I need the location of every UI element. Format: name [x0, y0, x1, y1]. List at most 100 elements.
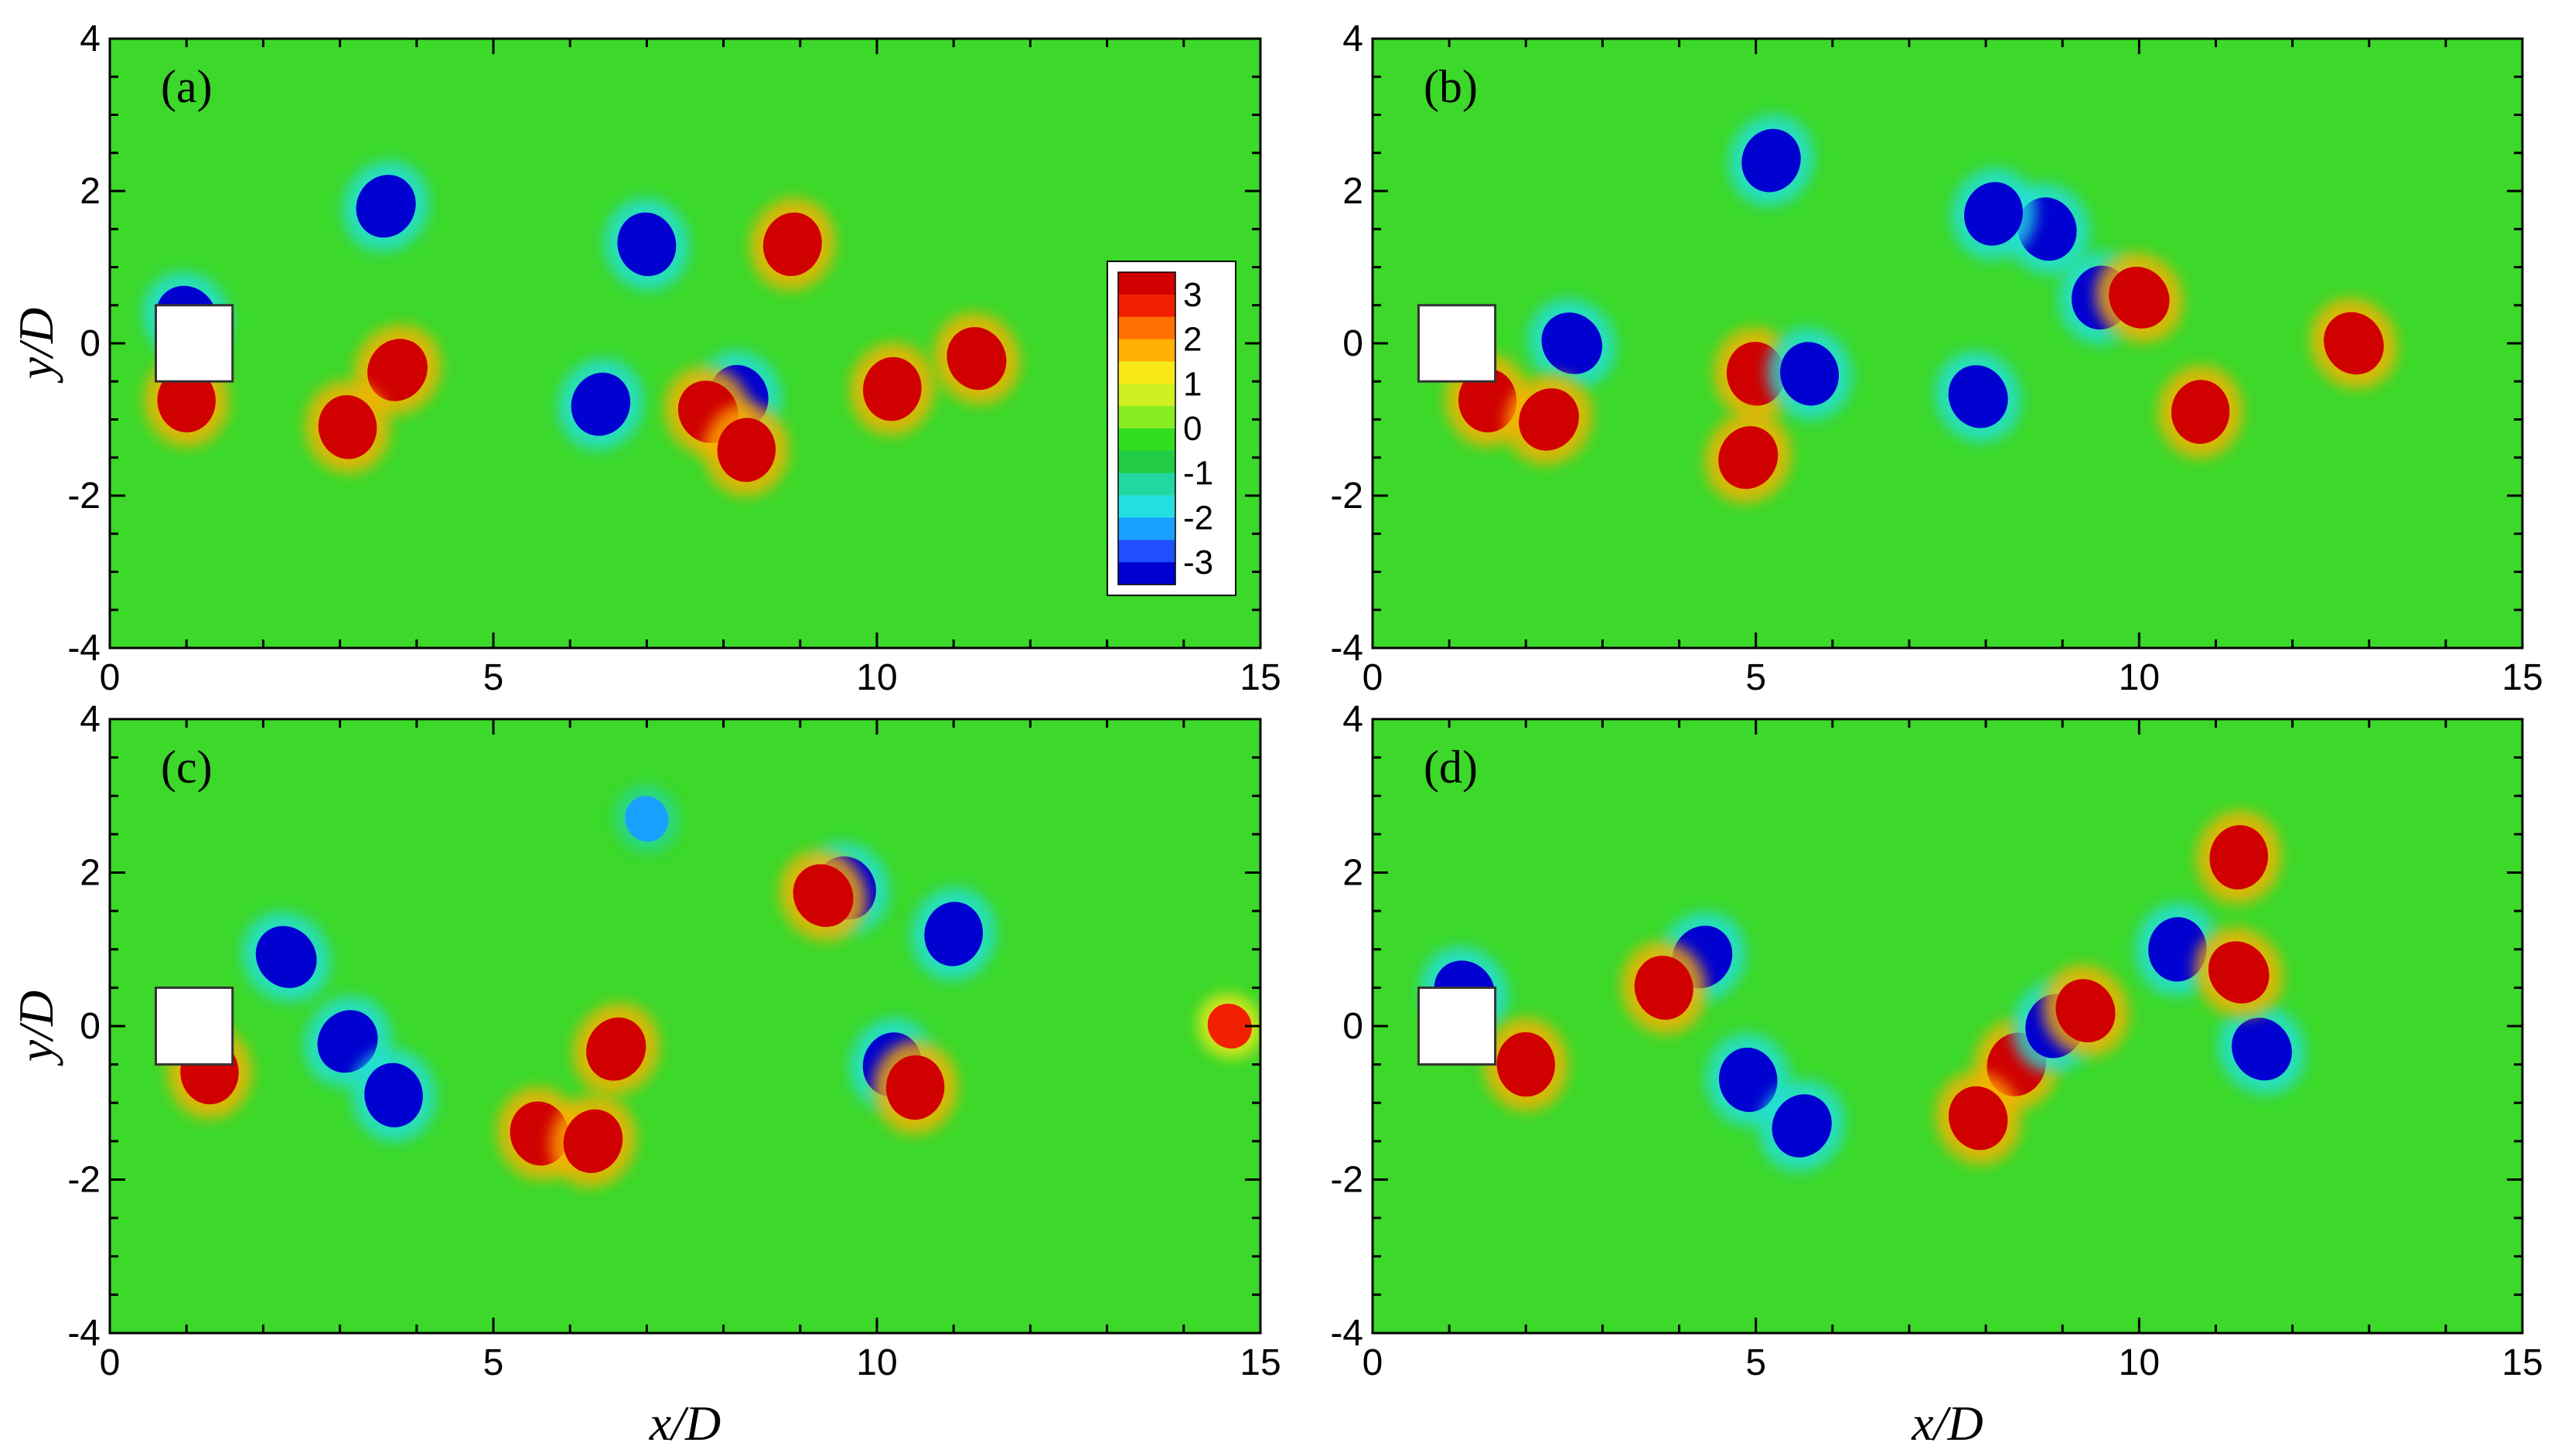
- x-tick-label: 10: [856, 1342, 897, 1383]
- positive-vortex: [367, 339, 428, 401]
- x-axis-label: x/D: [1911, 1396, 1983, 1451]
- positive-vortex: [2208, 941, 2270, 1004]
- positive-vortex: [2055, 979, 2116, 1043]
- x-tick-label: 10: [2119, 657, 2160, 698]
- plot-area: [1373, 719, 2522, 1333]
- positive-vortex: [2171, 380, 2230, 445]
- positive-vortex: [885, 1055, 945, 1120]
- negative-vortex: [1741, 128, 1801, 193]
- y-tick-label: -4: [67, 628, 101, 669]
- positive-vortex: [2324, 312, 2384, 375]
- y-tick-label: 0: [1342, 1006, 1363, 1047]
- panel-3: 0 5 10 15 4 2 0 -2 -4 (c): [67, 699, 1281, 1383]
- y-tick-label: 0: [80, 1006, 101, 1047]
- positive-vortex: [762, 212, 822, 277]
- colorbar-swatch: [1118, 517, 1175, 540]
- positive-vortex: [1519, 388, 1579, 451]
- square-cylinder: [1417, 986, 1497, 1066]
- positive-vortex: [793, 864, 854, 927]
- y-tick-label: 4: [1342, 699, 1363, 740]
- colorbar-swatch: [1118, 406, 1175, 429]
- negative-vortex: [1964, 182, 2023, 246]
- y-tick-label: 2: [1342, 853, 1363, 894]
- y-tick-label: 4: [80, 19, 101, 60]
- panel-label: (b): [1424, 61, 1478, 112]
- colorbar-swatch: [1118, 540, 1175, 563]
- x-tick-label: 10: [2119, 1342, 2160, 1383]
- x-tick-label: 0: [1363, 1342, 1383, 1383]
- y-tick-label: -2: [67, 476, 101, 517]
- y-tick-label: 0: [80, 323, 101, 364]
- positive-vortex: [1634, 955, 1693, 1020]
- y-tick-label: 4: [80, 699, 101, 740]
- colorbar-swatch: [1118, 495, 1175, 518]
- panel-label: (d): [1424, 742, 1478, 793]
- positive-vortex: [1718, 426, 1779, 489]
- y-tick-label: -4: [1330, 1313, 1363, 1354]
- colorbar-outline: [1117, 271, 1176, 585]
- colorbar-label: 3: [1183, 276, 1202, 314]
- vortex-features: [167, 786, 1260, 1188]
- panel-4: 0 5 10 15 4 2 0 -2 -4 (d): [1330, 699, 2543, 1383]
- positive-vortex: [318, 395, 377, 459]
- negative-vortex: [625, 796, 669, 842]
- positive-vortex: [1458, 368, 1517, 433]
- panel-label: (a): [161, 61, 213, 112]
- y-tick-label: -2: [1330, 1160, 1363, 1201]
- colorbar-label: -2: [1183, 499, 1213, 537]
- colorbar-swatch: [1118, 472, 1175, 496]
- negative-vortex: [1948, 365, 2008, 428]
- vortex-features: [1445, 114, 2398, 503]
- x-tick-label: 15: [1240, 1342, 1281, 1383]
- positive-vortex: [586, 1017, 646, 1081]
- positive-vortex: [863, 356, 922, 421]
- x-tick-label: 15: [2502, 657, 2543, 698]
- square-cylinder: [155, 304, 234, 383]
- x-tick-label: 0: [100, 1342, 121, 1383]
- negative-vortex: [1718, 1047, 1778, 1113]
- square-cylinder: [1417, 304, 1497, 383]
- colorbar-label: 0: [1183, 410, 1202, 448]
- negative-vortex: [2148, 917, 2207, 982]
- positive-vortex: [946, 327, 1007, 390]
- x-tick-label: 10: [856, 657, 897, 698]
- colorbar-label: -3: [1183, 544, 1213, 581]
- positive-vortex: [2209, 825, 2269, 890]
- negative-vortex: [317, 1010, 378, 1073]
- colorbar-swatch: [1118, 361, 1175, 384]
- positive-vortex: [1207, 1004, 1252, 1049]
- y-tick-label: 4: [1342, 19, 1363, 60]
- x-tick-label: 5: [1745, 657, 1766, 698]
- negative-vortex: [2232, 1018, 2292, 1081]
- y-axis-label: y/D: [9, 308, 63, 384]
- positive-vortex: [1948, 1086, 2008, 1151]
- x-tick-label: 0: [1363, 657, 1383, 698]
- x-tick-label: 15: [1240, 657, 1281, 698]
- x-tick-label: 0: [100, 657, 121, 698]
- colorbar-swatch: [1118, 450, 1175, 474]
- colorbar-swatch: [1118, 294, 1175, 318]
- x-tick-label: 15: [2502, 1342, 2543, 1383]
- y-tick-label: 2: [80, 853, 101, 894]
- colorbar-swatch: [1118, 272, 1175, 295]
- y-tick-label: 2: [1342, 171, 1363, 212]
- positive-vortex: [563, 1109, 623, 1174]
- square-cylinder: [155, 986, 234, 1066]
- negative-vortex: [617, 212, 677, 277]
- y-axis-label: y/D: [9, 991, 63, 1066]
- positive-vortex: [717, 418, 776, 482]
- positive-vortex: [1496, 1031, 1555, 1097]
- y-tick-label: -4: [67, 1313, 101, 1354]
- colorbar-label: 1: [1183, 365, 1202, 403]
- colorbar-label: 2: [1183, 321, 1202, 359]
- colorbar: 3 2 1 0 -1 -2 -3: [1107, 261, 1236, 596]
- colorbar-swatch: [1118, 384, 1175, 407]
- negative-vortex: [571, 372, 631, 436]
- colorbar-swatch: [1118, 562, 1175, 585]
- colorbar-swatch: [1118, 428, 1175, 452]
- y-tick-label: -2: [67, 1160, 101, 1201]
- negative-vortex: [364, 1062, 423, 1127]
